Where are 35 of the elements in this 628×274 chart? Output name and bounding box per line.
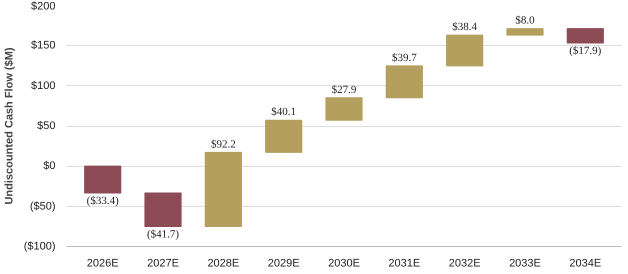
x-tick-label: 2033E [509,258,541,270]
data-label: $38.4 [452,21,478,34]
bar [446,34,484,66]
x-tick-label: 2026E [86,258,119,270]
y-tick-label: $200 [31,0,56,12]
bar [506,28,544,36]
x-tick-label: 2032E [448,258,481,270]
data-label: $92.2 [210,138,236,150]
x-tick-label: 2029E [268,258,300,270]
bar [566,28,604,44]
y-tick-label: $150 [31,40,56,52]
bar [84,166,122,194]
data-label: $40.1 [271,106,296,118]
y-tick-label: $0 [43,160,56,172]
x-tick-label: 2034E [569,258,602,270]
y-tick-label: $50 [37,120,56,132]
y-axis-title: Undiscounted Cash Flow ($M) [4,47,16,205]
x-tick-label: 2030E [328,258,360,270]
x-tick-label: 2028E [207,258,240,270]
data-label: ($17.9) [569,45,602,58]
bar [325,97,363,121]
data-label: $8.0 [515,14,536,27]
data-label: $39.7 [392,52,418,64]
bar [265,120,302,153]
y-tick-label: ($100) [24,240,56,252]
y-tick-label: ($50) [30,200,56,212]
data-label: ($33.4) [86,195,120,207]
bar [204,152,242,227]
data-label: $27.9 [332,84,357,96]
data-label: ($41.7) [146,228,180,240]
x-tick-label: 2027E [147,258,179,270]
x-tick-label: 2031E [388,258,420,270]
bar [144,192,182,227]
y-tick-label: $100 [31,80,56,92]
bar [386,65,423,98]
